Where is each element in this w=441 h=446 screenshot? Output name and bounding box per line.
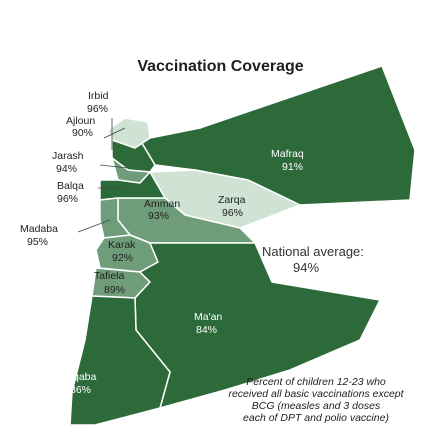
leader-line-madaba — [77, 219, 111, 233]
map-title: Vaccination Coverage — [137, 58, 304, 75]
leader-line-jarash — [99, 164, 129, 169]
svg-text:92%: 92% — [112, 252, 133, 264]
label-karak-name: Karak — [108, 239, 136, 251]
label-amman-name: Amman — [144, 198, 180, 210]
svg-text:Karak: Karak — [108, 239, 136, 251]
svg-text:96%: 96% — [222, 207, 243, 219]
label-balqa-name: Balqa — [57, 180, 84, 192]
label-maan-name: Ma'an — [194, 311, 222, 323]
label-madaba-name: Madaba — [20, 223, 58, 235]
label-mafraq-name: Mafraq — [271, 148, 304, 160]
svg-text:89%: 89% — [104, 284, 125, 296]
svg-text:Mafraq: Mafraq — [271, 148, 304, 160]
label-zarqa-name: Zarqa — [218, 194, 246, 206]
label-karak-value: 92% — [112, 252, 133, 264]
label-jarash-name: Jarash — [52, 150, 84, 162]
label-ajloun-value: 90% — [72, 127, 93, 139]
label-maan-value: 84% — [196, 324, 217, 336]
svg-text:Irbid: Irbid — [88, 90, 109, 102]
svg-text:94%: 94% — [56, 163, 77, 175]
label-ajloun-name: Ajloun — [66, 115, 95, 127]
svg-text:National average:: National average: — [262, 244, 364, 259]
svg-text:Madaba: Madaba — [20, 223, 58, 235]
svg-text:90%: 90% — [72, 127, 93, 139]
label-amman-value: 93% — [148, 210, 169, 222]
footnote-line-1: Percent of children 12-23 who — [246, 376, 386, 388]
svg-text:96%: 96% — [87, 103, 108, 115]
label-aqaba-name: Aqaba — [66, 371, 97, 383]
svg-text:Tafiela: Tafiela — [94, 270, 125, 282]
map-footnote: Percent of children 12-23 who received a… — [196, 376, 436, 424]
region-mafraq — [139, 65, 416, 206]
svg-text:Balqa: Balqa — [57, 180, 84, 192]
svg-text:Ajloun: Ajloun — [66, 115, 95, 127]
label-aqaba-value: 86% — [70, 384, 91, 396]
label-madaba-value: 95% — [27, 236, 48, 248]
footnote-line-3: BCG (measles and 3 doses — [251, 400, 381, 412]
label-jarash-value: 94% — [56, 163, 77, 175]
svg-text:95%: 95% — [27, 236, 48, 248]
label-mafraq-value: 91% — [282, 161, 303, 173]
svg-text:Ma'an: Ma'an — [194, 311, 222, 323]
svg-text:84%: 84% — [196, 324, 217, 336]
region-labels: Irbid 96% Ajloun 90% Jarash 94% Balqa 96… — [20, 90, 364, 396]
svg-text:96%: 96% — [57, 193, 78, 205]
leader-line-ajloun — [103, 127, 126, 139]
national-average-value: 94% — [293, 260, 319, 275]
label-tafiela-name: Tafiela — [94, 270, 125, 282]
svg-text:Zarqa: Zarqa — [218, 194, 246, 206]
svg-text:91%: 91% — [282, 161, 303, 173]
label-irbid-value: 96% — [87, 103, 108, 115]
footnote-line-4: each of DPT and polio vaccine) — [243, 412, 389, 424]
svg-text:Jarash: Jarash — [52, 150, 84, 162]
region-aqaba — [69, 295, 171, 426]
svg-text:93%: 93% — [148, 210, 169, 222]
svg-text:Amman: Amman — [144, 198, 180, 210]
label-balqa-value: 96% — [57, 193, 78, 205]
svg-text:94%: 94% — [293, 260, 319, 275]
national-average-label: National average: — [262, 244, 364, 259]
label-tafiela-value: 89% — [104, 284, 125, 296]
label-zarqa-value: 96% — [222, 207, 243, 219]
svg-text:Aqaba: Aqaba — [66, 371, 97, 383]
label-irbid-name: Irbid — [88, 90, 109, 102]
svg-text:86%: 86% — [70, 384, 91, 396]
footnote-line-2: received all basic vaccinations except — [228, 388, 404, 400]
